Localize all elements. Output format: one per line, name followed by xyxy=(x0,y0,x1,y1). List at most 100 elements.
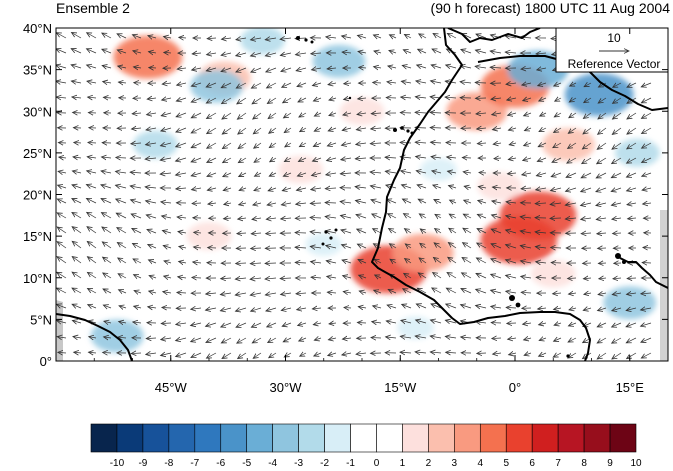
wind-vector xyxy=(535,203,547,204)
wind-vector xyxy=(419,258,427,264)
map-title-right: (90 h forecast) 1800 UTC 11 Aug 2004 xyxy=(430,0,670,16)
wind-vector xyxy=(267,203,277,205)
wind-vector xyxy=(147,98,157,99)
wind-vector xyxy=(297,83,307,87)
wind-vector xyxy=(597,157,607,164)
wind-vector xyxy=(179,246,187,248)
wind-vector xyxy=(552,157,562,162)
wind-vector xyxy=(583,278,592,279)
colorbar-swatch xyxy=(454,423,481,453)
wind-vector xyxy=(642,157,652,162)
wind-vector xyxy=(355,158,367,159)
wind-vector xyxy=(148,307,157,308)
wind-vector xyxy=(86,49,97,54)
wind-vector xyxy=(310,246,322,248)
wind-vector xyxy=(491,290,502,293)
wind-vector xyxy=(266,68,277,72)
colorbar-label: -4 xyxy=(268,458,277,469)
wind-vector xyxy=(251,233,262,234)
wind-vector xyxy=(251,248,262,249)
wind-vector xyxy=(356,353,367,354)
wind-vector xyxy=(491,306,502,308)
wind-vector xyxy=(447,33,457,39)
colorbar-swatch xyxy=(220,423,248,453)
wind-vector xyxy=(627,188,637,191)
wind-vector xyxy=(57,257,67,264)
wind-vector xyxy=(388,214,397,218)
wind-vector xyxy=(254,188,262,191)
wind-vector xyxy=(265,293,277,295)
wind-vector xyxy=(161,128,172,131)
wind-vector xyxy=(464,200,472,203)
wind-vector xyxy=(430,320,442,323)
wind-vector xyxy=(597,337,607,343)
wind-vector xyxy=(419,214,427,218)
wind-vector xyxy=(164,52,172,53)
wind-vector xyxy=(612,308,622,311)
colorbar-swatch xyxy=(116,423,144,453)
wind-vector xyxy=(539,98,547,101)
wind-vector xyxy=(238,352,247,359)
wind-vector xyxy=(415,142,427,143)
wind-vector xyxy=(57,337,67,338)
wind-vector xyxy=(116,171,127,173)
wind-vector xyxy=(222,112,232,119)
wind-vector xyxy=(554,338,562,341)
wind-vector xyxy=(282,188,292,191)
wind-vector xyxy=(446,288,457,294)
wind-vector xyxy=(163,246,172,248)
wind-vector xyxy=(612,142,622,149)
wind-vector xyxy=(370,186,382,188)
wind-vector xyxy=(492,338,502,339)
wind-vector xyxy=(176,323,187,325)
wind-vector xyxy=(520,261,532,263)
wind-vector xyxy=(343,292,352,293)
wind-vector xyxy=(642,188,652,190)
wind-vector xyxy=(87,241,97,249)
wind-vector xyxy=(340,201,352,203)
wind-vector xyxy=(598,127,607,134)
wind-vector xyxy=(164,276,172,278)
wind-vector xyxy=(612,157,622,164)
anomaly-blob xyxy=(530,259,576,288)
wind-vector xyxy=(405,259,412,263)
wind-vector xyxy=(206,83,217,87)
wind-vector xyxy=(162,216,172,218)
wind-vector xyxy=(611,188,622,191)
wind-vector xyxy=(342,128,352,130)
wind-vector xyxy=(102,242,112,249)
wind-vector xyxy=(250,278,262,279)
wind-vector xyxy=(58,352,67,353)
wind-vector xyxy=(73,157,82,158)
wind-vector xyxy=(298,98,307,102)
wind-vector xyxy=(402,304,412,308)
wind-vector xyxy=(597,323,607,327)
wind-vector xyxy=(146,143,157,145)
wind-vector xyxy=(611,172,622,178)
wind-vector xyxy=(221,53,232,55)
wind-vector xyxy=(251,308,262,311)
wind-vector xyxy=(479,172,487,173)
wind-vector xyxy=(266,308,277,311)
wind-vector xyxy=(179,261,187,263)
wind-vector xyxy=(565,203,577,205)
wind-vector xyxy=(134,291,142,293)
wind-vector xyxy=(296,68,307,71)
wind-vector xyxy=(327,292,337,293)
wind-vector xyxy=(325,202,337,203)
wind-vector xyxy=(420,229,427,233)
wind-vector xyxy=(87,81,97,83)
wind-vectors xyxy=(56,33,652,359)
wind-vector xyxy=(237,112,247,119)
wind-vector xyxy=(220,293,232,295)
wind-vector xyxy=(176,98,187,101)
wind-vector xyxy=(536,173,547,176)
wind-vector xyxy=(179,37,187,38)
wind-vector xyxy=(117,50,127,53)
colorbar-swatch xyxy=(609,423,637,453)
wind-vector xyxy=(430,112,442,113)
wind-vector xyxy=(371,113,382,114)
wind-vector xyxy=(433,185,442,188)
wind-vector xyxy=(432,49,442,53)
colorbar-swatch xyxy=(557,423,585,453)
